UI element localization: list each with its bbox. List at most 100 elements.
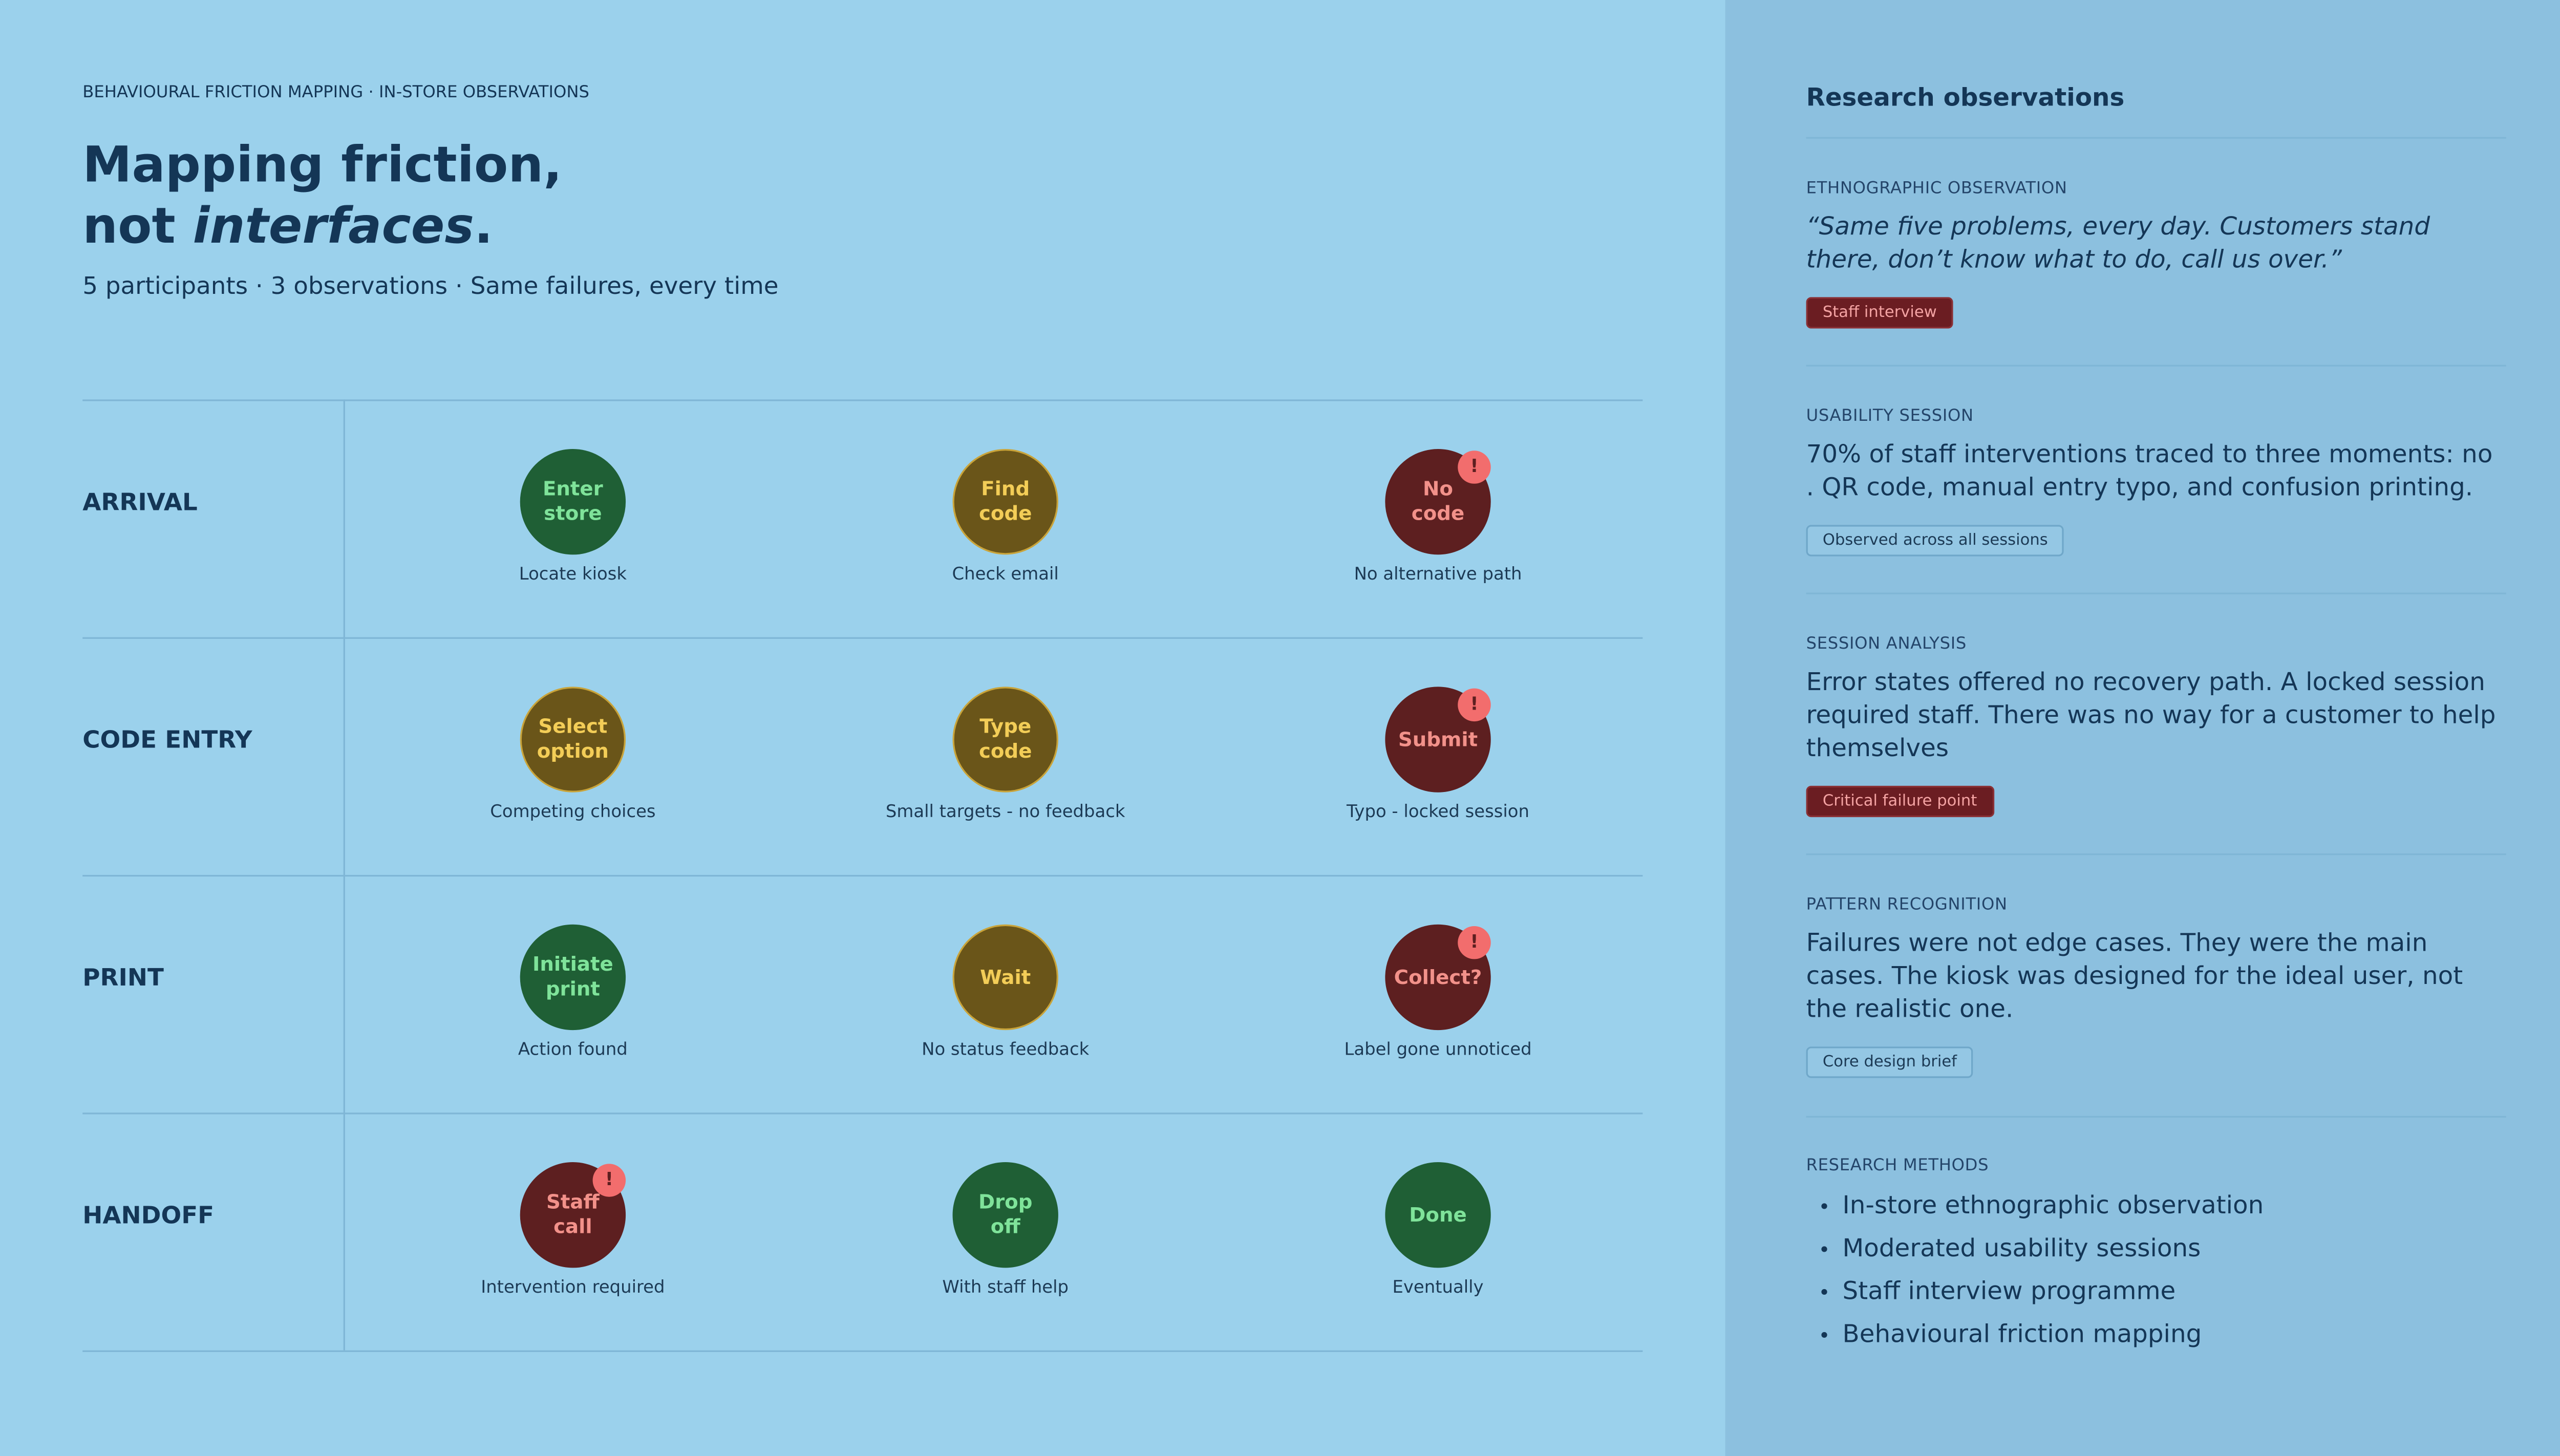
step-name: Initiate [532, 952, 613, 976]
divider [82, 637, 1643, 639]
divider [1806, 365, 2506, 367]
step-name: code [1411, 502, 1465, 525]
step-name: Done [1409, 1203, 1467, 1226]
step-name: No [1423, 477, 1454, 501]
method-item: • Behavioural friction mapping [1806, 1314, 2506, 1357]
step-name: Select [538, 715, 608, 738]
eyebrow: BEHAVIOURAL FRICTION MAPPING · IN-STORE … [82, 84, 589, 102]
observation: USABILITY SESSION 70% of staff interventi… [1806, 408, 2506, 556]
sidebar: Research observations ETHNOGRAPHIC OBSER… [1725, 0, 2560, 1456]
observation-text: “Same five problems, every day. Customer… [1806, 211, 2430, 274]
observation-text: 70% of staff interventions traced to thr… [1806, 439, 2493, 502]
divider [82, 1350, 1643, 1352]
divider [82, 399, 1643, 401]
observation-text: Failures were not edge cases. They were … [1806, 928, 2463, 1024]
kicker: SESSION ANALYSIS [1806, 635, 1967, 654]
bullet: • [1818, 1238, 1830, 1261]
divider [1806, 137, 2506, 139]
divider [1806, 592, 2506, 594]
step-caption: Eventually [1392, 1277, 1484, 1298]
step-caption: Locate kiosk [519, 564, 627, 585]
methods: RESEARCH METHODS • In-store ethnographic o… [1806, 1157, 2506, 1357]
method-text: Moderated usability sessions [1842, 1233, 2201, 1263]
step-name: store [544, 502, 602, 525]
title: Mapping friction, not interfaces. [82, 135, 562, 258]
step-node: Enter store [520, 449, 626, 555]
step-node: Find code [952, 449, 1058, 555]
divider [82, 874, 1643, 877]
row-label: HANDOFF [82, 1203, 215, 1230]
method-item: • In-store ethnographic observation [1806, 1185, 2506, 1228]
alert-badge: ! [1458, 451, 1491, 484]
alert-badge: ! [1458, 926, 1491, 959]
step-node: Drop off [952, 1162, 1058, 1268]
step-name: print [545, 977, 600, 1001]
step-name: Collect? [1394, 965, 1482, 988]
subtitle: 5 participants · 3 observations · Same f… [82, 274, 779, 301]
observation: SESSION ANALYSIS Error states offered no … [1806, 635, 2506, 818]
step-caption: Small targets - no feedback [885, 802, 1125, 822]
step-caption: Label gone unnoticed [1344, 1040, 1532, 1060]
method-item: • Staff interview programme [1806, 1271, 2506, 1314]
alert-badge: ! [1458, 688, 1491, 722]
tag-row: Critical failure point [1806, 781, 2506, 818]
row-label: ARRIVAL [82, 490, 198, 517]
observation: PATTERN RECOGNITION Failures were not edg… [1806, 896, 2506, 1078]
step-name: option [537, 739, 609, 763]
method-text: In-store ethnographic observation [1842, 1190, 2264, 1220]
tag-row: Core design brief [1806, 1042, 2506, 1078]
step-name: Staff [546, 1190, 600, 1213]
row-label: CODE ENTRY [82, 728, 252, 755]
step-node: Type code [952, 687, 1058, 793]
observation: ETHNOGRAPHIC OBSERVATION “Same five probl… [1806, 180, 2506, 329]
bullet: • [1818, 1195, 1830, 1218]
step-node: Select option [520, 687, 626, 793]
tag-row: Observed across all sessions [1806, 520, 2506, 556]
kicker: USABILITY SESSION [1806, 408, 1974, 426]
kicker: PATTERN RECOGNITION [1806, 896, 2008, 915]
tag: Critical failure point [1806, 785, 1994, 818]
step-name: Find [981, 477, 1030, 501]
tag: Observed across all sessions [1806, 525, 2065, 556]
step-caption: Intervention required [481, 1277, 665, 1298]
divider [1806, 853, 2506, 855]
kicker: ETHNOGRAPHIC OBSERVATION [1806, 180, 2067, 198]
step-name: Wait [980, 965, 1031, 988]
step-caption: Typo - locked session [1347, 802, 1529, 822]
tag: Core design brief [1806, 1046, 1974, 1078]
bullet: • [1818, 1324, 1830, 1347]
tag: Staff interview [1806, 297, 1954, 329]
step-name: Type [979, 715, 1032, 738]
step-name: code [978, 502, 1032, 525]
step-caption: No status feedback [922, 1040, 1090, 1060]
row-label: PRINT [82, 966, 164, 992]
kicker: RESEARCH METHODS [1806, 1157, 1989, 1175]
step-caption: Competing choices [490, 802, 656, 822]
step-name: off [990, 1215, 1020, 1238]
step-name: Drop [978, 1190, 1033, 1213]
divider [1806, 1116, 2506, 1118]
method-item: • Moderated usability sessions [1806, 1228, 2506, 1271]
title-line: Mapping friction, [82, 137, 562, 195]
title-line: not interfaces. [82, 197, 562, 258]
title-text: . [474, 198, 493, 256]
method-text: Behavioural friction mapping [1842, 1319, 2202, 1349]
step-caption: Action found [518, 1040, 628, 1060]
sidebar-title: Research observations [1806, 82, 2125, 113]
tag-row: Staff interview [1806, 292, 2506, 329]
method-text: Staff interview programme [1842, 1276, 2176, 1306]
step-caption: With staff help [942, 1277, 1069, 1298]
step-name: Submit [1398, 727, 1478, 751]
bullet: • [1818, 1281, 1830, 1304]
step-caption: Check email [952, 564, 1059, 585]
step-node: Done [1385, 1162, 1491, 1268]
step-name: call [553, 1215, 592, 1238]
step-name: code [978, 739, 1032, 763]
divider [82, 1112, 1643, 1115]
step-name: Enter [542, 477, 603, 501]
title-emphasis: interfaces [193, 198, 474, 256]
step-node: Initiate print [520, 924, 626, 1031]
step-node: Wait [952, 924, 1058, 1031]
